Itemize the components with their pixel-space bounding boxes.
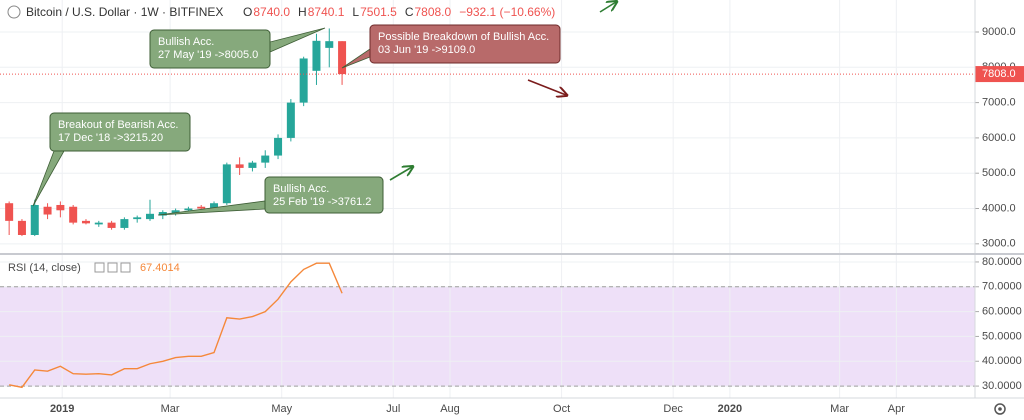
ohlc-key: H xyxy=(298,5,307,19)
candle-body xyxy=(30,204,39,235)
candle-body xyxy=(338,41,347,75)
x-tick-label: Aug xyxy=(440,403,460,415)
candle-body xyxy=(133,217,142,220)
x-tick-label: Oct xyxy=(553,403,570,415)
ohlc-value: 8740.0 xyxy=(253,5,290,19)
candle-body xyxy=(94,222,103,225)
y-tick-label: 60.0000 xyxy=(982,306,1022,318)
candle-body xyxy=(197,206,206,209)
y-tick-label: 40.0000 xyxy=(982,355,1022,367)
y-tick-label: 7000.0 xyxy=(982,97,1016,109)
callout-text: Bullish Acc. xyxy=(158,36,214,48)
callout-box xyxy=(49,112,191,152)
y-tick-label: 9000.0 xyxy=(982,26,1016,38)
legend-icon[interactable] xyxy=(94,262,105,273)
callout-text: 25 Feb '19 ->3761.2 xyxy=(273,196,371,208)
candle-body xyxy=(171,210,180,214)
callout-text: Possible Breakdown of Bullish Acc. xyxy=(378,31,549,43)
candle-body xyxy=(17,220,26,235)
rsi-legend: RSI (14, close) xyxy=(8,262,81,274)
candle-body xyxy=(69,206,78,223)
candle-body xyxy=(158,212,167,216)
chart-title: Bitcoin / U.S. Dollar · 1W · BITFINEX xyxy=(26,5,223,19)
arrow xyxy=(527,79,566,95)
ohlc-key: C xyxy=(405,5,414,19)
callout-box xyxy=(369,24,561,64)
y-tick-label: 30.0000 xyxy=(982,380,1022,392)
candle-body xyxy=(210,203,219,209)
candle-body xyxy=(184,208,193,211)
candle-body xyxy=(274,137,283,156)
x-tick-label: 2019 xyxy=(50,403,74,415)
settings-icon-dot xyxy=(998,407,1002,411)
last-price-tag xyxy=(975,66,1024,83)
settings-icon[interactable] xyxy=(994,403,1006,415)
candle-body xyxy=(325,41,334,48)
candle-body xyxy=(146,213,154,220)
candle-body xyxy=(235,164,244,168)
y-tick-label: 50.0000 xyxy=(982,330,1022,342)
ohlc-key: O xyxy=(243,5,252,19)
arrow xyxy=(389,167,412,181)
callout-box xyxy=(264,176,384,214)
y-tick-label: 5000.0 xyxy=(982,167,1016,179)
symbol-icon xyxy=(7,5,21,19)
y-tick-label: 3000.0 xyxy=(982,238,1016,250)
last-price-label: 7808.0 xyxy=(982,68,1016,80)
candle-body xyxy=(5,203,14,221)
rsi-value: 67.4014 xyxy=(140,262,180,274)
candle-body xyxy=(43,206,52,215)
y-tick-label: 4000.0 xyxy=(982,202,1016,214)
ohlc-key: L xyxy=(352,5,359,19)
candle-body xyxy=(107,222,116,228)
callout-box xyxy=(149,29,271,69)
y-tick-label: 70.0000 xyxy=(982,281,1022,293)
ohlc-value: −932.1 (−10.66%) xyxy=(459,5,555,19)
x-tick-label: Dec xyxy=(663,403,683,415)
y-tick-label: 6000.0 xyxy=(982,132,1016,144)
candle-body xyxy=(120,219,129,228)
candle-body xyxy=(222,164,231,204)
x-tick-label: Mar xyxy=(830,403,849,415)
arrow xyxy=(599,2,616,13)
candle-body xyxy=(261,155,270,163)
candle-body xyxy=(248,162,257,168)
x-tick-label: 2020 xyxy=(718,403,742,415)
ohlc-value: 7501.5 xyxy=(360,5,397,19)
legend-icon[interactable] xyxy=(120,262,131,273)
callout-text: Bullish Acc. xyxy=(273,183,329,195)
y-tick-label: 80.0000 xyxy=(982,256,1022,268)
arrows xyxy=(389,2,616,181)
x-tick-label: Jul xyxy=(386,403,400,415)
ohlc-value: 7808.0 xyxy=(414,5,451,19)
callout-text: Breakout of Bearish Acc. xyxy=(58,119,178,131)
x-tick-label: Mar xyxy=(161,403,180,415)
candle-body xyxy=(299,58,308,103)
candle-body xyxy=(312,40,321,71)
x-tick-label: Apr xyxy=(888,403,905,415)
callout-text: 27 May '19 ->8005.0 xyxy=(158,49,258,61)
ohlc-legend: O 8740.0 H 8740.1 L 7501.5 C 7808.0 −932.1 (−10.… xyxy=(243,5,555,19)
legend-icon[interactable] xyxy=(107,262,118,273)
candle-body xyxy=(56,204,65,211)
x-tick-label: May xyxy=(271,403,292,415)
candle-body xyxy=(286,102,295,138)
ohlc-value: 8740.1 xyxy=(308,5,345,19)
callout-text: 03 Jun '19 ->9109.0 xyxy=(378,44,475,56)
rsi-line xyxy=(9,262,343,389)
candle-body xyxy=(81,220,90,224)
annotations: Breakout of Bearish Acc.17 Dec '18 ->321… xyxy=(32,24,561,216)
callout-text: 17 Dec '18 ->3215.20 xyxy=(58,132,163,144)
